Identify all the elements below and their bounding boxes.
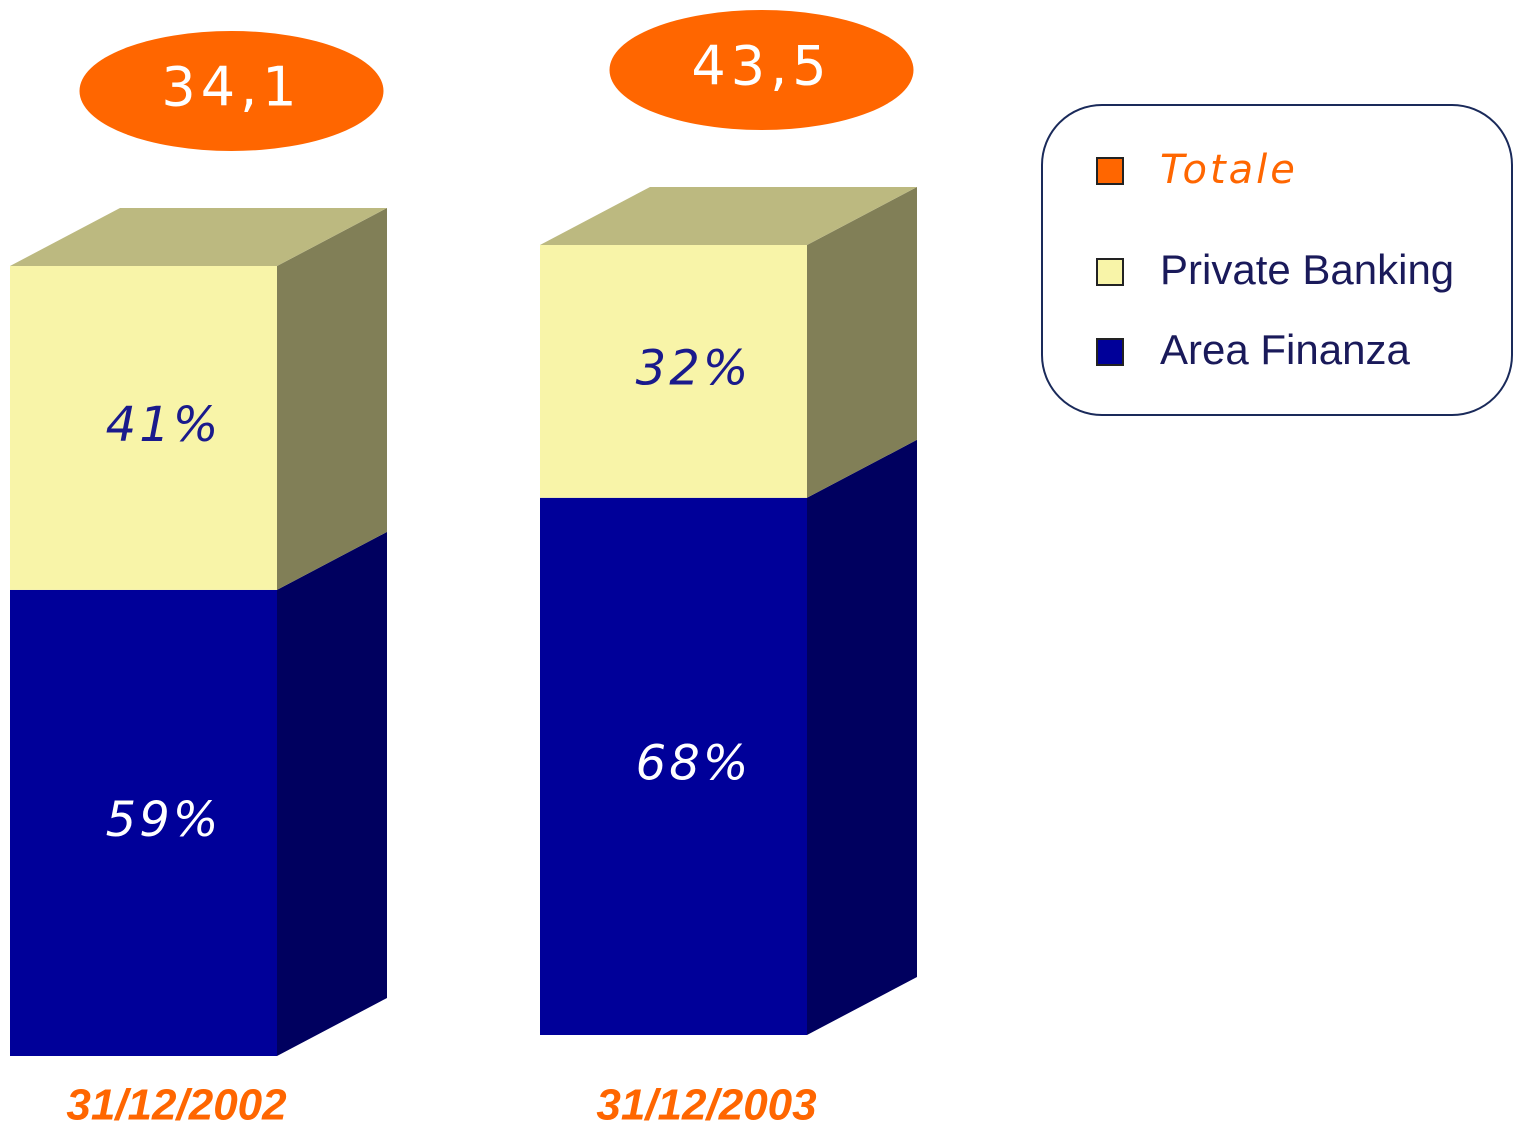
total-label: 34,1 (161, 56, 301, 119)
legend-swatch (1096, 258, 1124, 286)
bar-segment (10, 266, 277, 590)
value-label: 59% (106, 792, 222, 848)
legend-label: Area Finanza (1160, 326, 1410, 373)
bar-side (277, 531, 387, 1056)
bar-segment (540, 245, 807, 498)
x-tick-label: 31/12/2002 (66, 1081, 287, 1127)
total-bubble (79, 31, 384, 151)
bar-segment (10, 589, 277, 1056)
bar-side (277, 208, 387, 590)
bar-top (540, 187, 917, 245)
legend-swatch (1096, 157, 1124, 185)
value-label: 68% (636, 735, 752, 791)
value-label: 41% (106, 397, 222, 453)
legend-swatch (1096, 338, 1124, 366)
bar-segment (540, 497, 807, 1035)
total-bubble (609, 10, 914, 130)
legend-label: Private Banking (1160, 246, 1454, 293)
bar-top (10, 208, 387, 266)
legend-box (1041, 104, 1513, 416)
total-label: 43,5 (691, 35, 831, 98)
value-label: 32% (636, 340, 752, 396)
bar-side (807, 439, 917, 1035)
legend-label: Totale (1160, 147, 1298, 193)
x-tick-label: 31/12/2003 (596, 1081, 816, 1127)
bar-side (807, 187, 917, 498)
